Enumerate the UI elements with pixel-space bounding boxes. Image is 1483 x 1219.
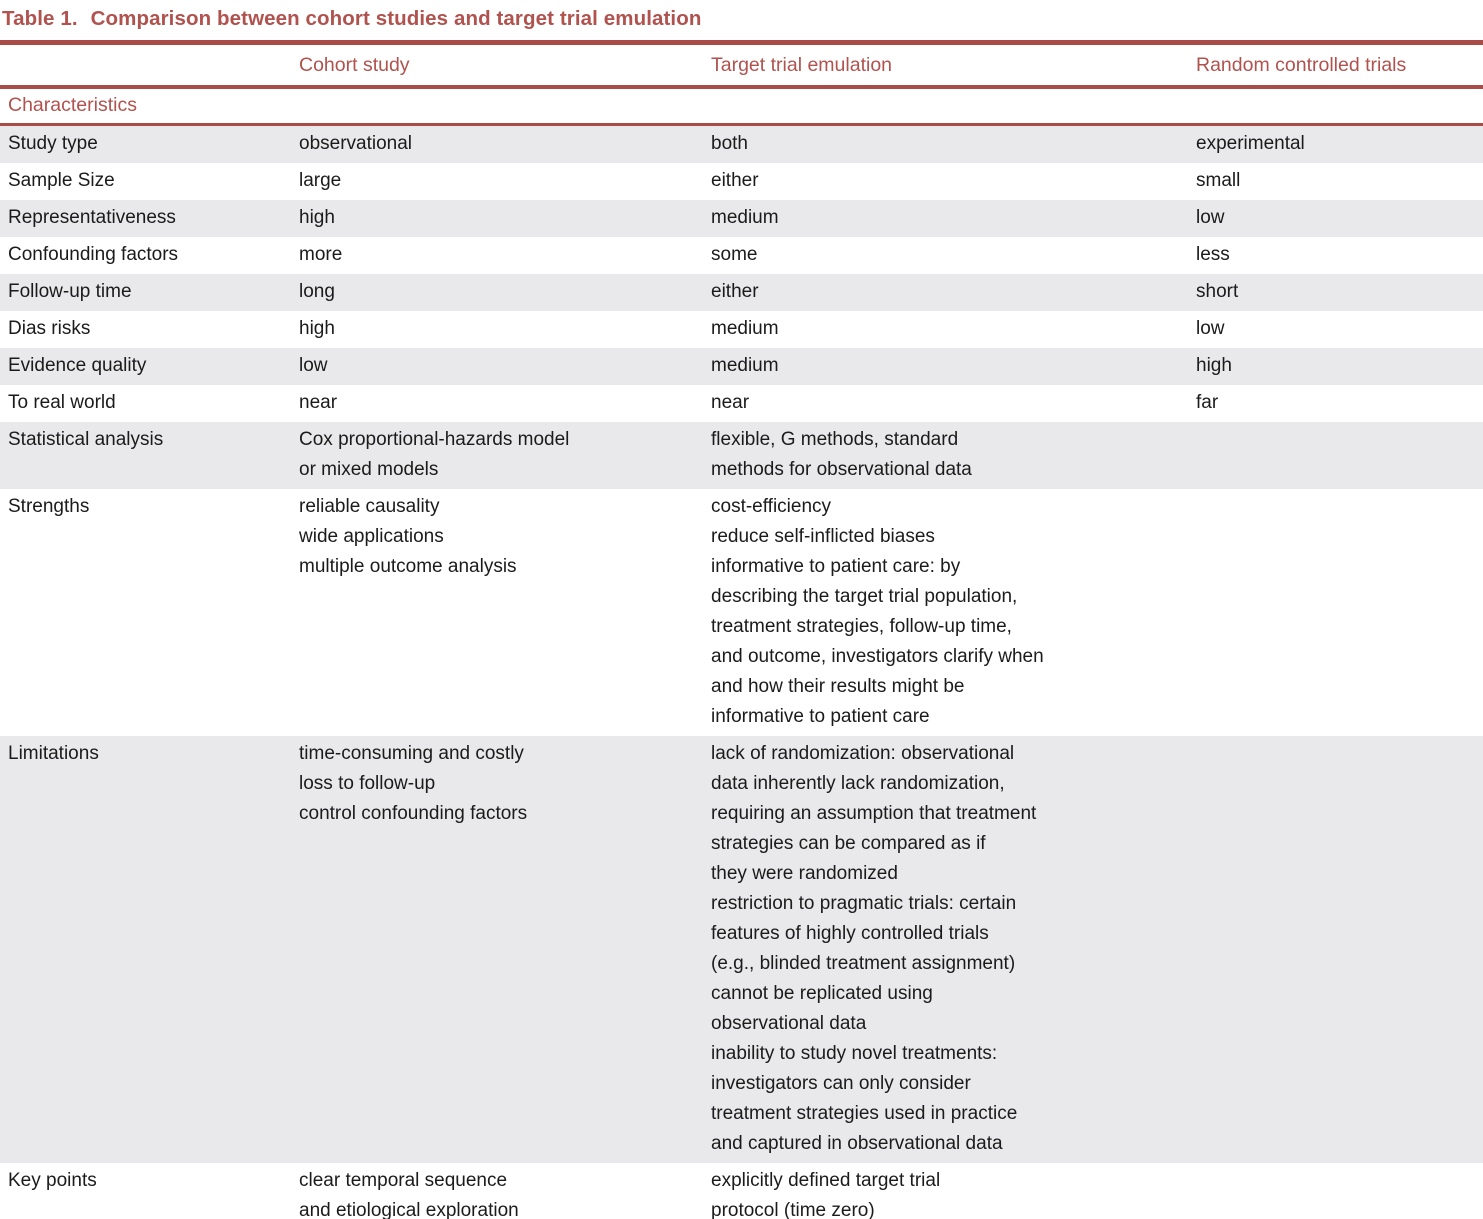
row-label: Dias risks [8,318,91,339]
cell-random-controlled-trials: far [1196,392,1219,413]
cell-cohort-study: clear temporal sequence and etiological … [299,1170,519,1219]
table-title: Table 1. Comparison between cohort studie… [0,0,1483,45]
row-label: Limitations [8,743,99,764]
table-caption: Comparison between cohort studies and ta… [90,7,702,30]
row-label: Representativeness [8,207,176,228]
table-number: Table 1. [2,7,78,30]
row-label: Study type [8,133,98,154]
table-row-representativeness: Representativeness high medium low [0,200,1483,237]
cell-cohort-study: high [299,207,335,228]
cell-random-controlled-trials: less [1196,244,1230,265]
cell-random-controlled-trials: low [1196,318,1225,339]
row-label: Key points [8,1170,97,1191]
row-label: Statistical analysis [8,429,164,450]
cell-target-trial-emulation: either [711,281,759,302]
table-row-strengths: Strengths reliable causality wide applic… [0,489,1483,736]
cell-cohort-study: low [299,355,328,376]
table-row-evidence-quality: Evidence quality low medium high [0,348,1483,385]
cell-cohort-study: time-consuming and costly loss to follow… [299,743,528,824]
cell-target-trial-emulation: lack of randomization: observational dat… [711,743,1037,1154]
table-row-follow-up-time: Follow-up time long either short [0,274,1483,311]
cell-cohort-study: large [299,170,342,191]
row-label: Follow-up time [8,281,132,302]
cell-target-trial-emulation: both [711,133,748,154]
cell-random-controlled-trials: experimental [1196,133,1305,154]
table-row-to-real-world: To real world near near far [0,385,1483,422]
cell-random-controlled-trials [1188,422,1483,489]
cell-random-controlled-trials: small [1196,170,1241,191]
comparison-table: Cohort study Target trial emulation Rand… [0,45,1483,1219]
cell-cohort-study: Cox proportional-hazards model or mixed … [299,429,570,480]
section-header-characteristics: Characteristics [0,87,1483,126]
section-header-row: Characteristics [0,87,1483,126]
cell-cohort-study: high [299,318,335,339]
row-label: Strengths [8,496,90,517]
table-row-statistical-analysis: Statistical analysis Cox proportional-ha… [0,422,1483,489]
cell-target-trial-emulation: flexible, G methods, standard methods fo… [711,429,972,480]
col-header-cohort-study: Cohort study [291,45,703,89]
row-label: Sample Size [8,170,115,191]
cell-target-trial-emulation: medium [711,207,779,228]
cell-target-trial-emulation: either [711,170,759,191]
cell-target-trial-emulation: medium [711,355,779,376]
cell-target-trial-emulation: explicitly defined target trial protocol… [711,1170,941,1219]
cell-cohort-study: near [299,392,338,413]
cell-target-trial-emulation: near [711,392,750,413]
table-row-dias-risks: Dias risks high medium low [0,311,1483,348]
col-header-target-trial-emulation: Target trial emulation [703,45,1188,89]
cell-random-controlled-trials [1188,1163,1483,1219]
cell-random-controlled-trials [1188,489,1483,736]
cell-random-controlled-trials [1188,736,1483,1163]
cell-cohort-study: reliable causality wide applications mul… [299,496,517,577]
cell-target-trial-emulation: medium [711,318,779,339]
cell-cohort-study: more [299,244,343,265]
table-row-study-type: Study type observational both experiment… [0,124,1483,163]
col-header-stub [0,45,291,89]
cell-cohort-study: long [299,281,335,302]
cell-cohort-study: observational [299,133,413,154]
cell-random-controlled-trials: low [1196,207,1225,228]
cell-random-controlled-trials: short [1196,281,1239,302]
row-label: Evidence quality [8,355,147,376]
table-row-confounding-factors: Confounding factors more some less [0,237,1483,274]
table-row-key-points: Key points clear temporal sequence and e… [0,1163,1483,1219]
table-row-limitations: Limitations time-consuming and costly lo… [0,736,1483,1163]
table-row-sample-size: Sample Size large either small [0,163,1483,200]
row-label: To real world [8,392,116,413]
row-label: Confounding factors [8,244,179,265]
cell-target-trial-emulation: some [711,244,758,265]
cell-target-trial-emulation: cost-efficiency reduce self-inflicted bi… [711,496,1044,727]
cell-random-controlled-trials: high [1196,355,1232,376]
column-header-row: Cohort study Target trial emulation Rand… [0,45,1483,89]
col-header-random-controlled-trials: Random controlled trials [1188,45,1483,89]
